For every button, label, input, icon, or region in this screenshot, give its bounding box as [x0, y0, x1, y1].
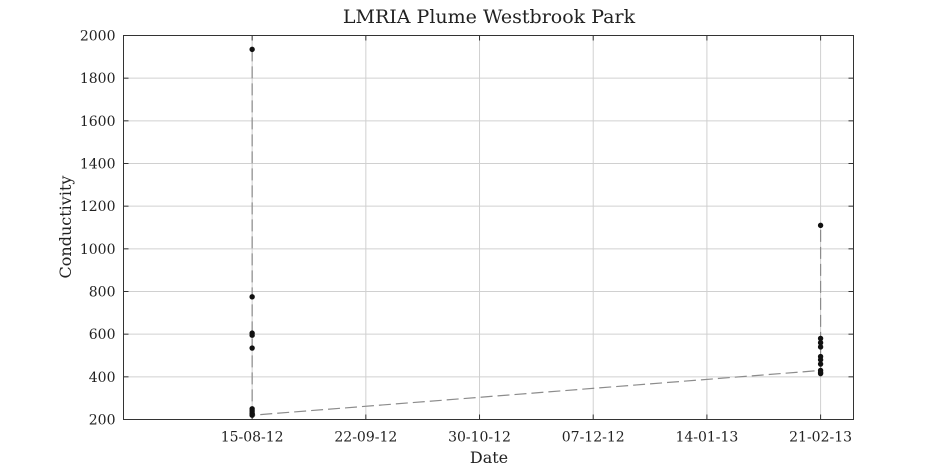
y-tick-label: 400	[89, 370, 116, 386]
x-axis-label: Date	[470, 448, 508, 467]
tick-layer: 200 400 600 800 1000 1200 1400 1600 1800 2000 15-0…	[80, 29, 854, 446]
series-layer	[249, 46, 824, 418]
chart-title: LMRIA Plume Westbrook Park	[343, 6, 636, 28]
x-tick-label: 21-02-13	[789, 430, 852, 446]
data-point	[817, 353, 824, 360]
x-tick-label: 07-12-12	[562, 430, 625, 446]
data-point	[249, 294, 255, 300]
y-tick-label: 1200	[80, 199, 116, 215]
y-axis-label: Conductivity	[56, 176, 75, 279]
data-point	[817, 222, 824, 229]
plot-area-frame	[123, 35, 854, 420]
data-point	[249, 46, 255, 53]
x-tick-label: 30-10-12	[448, 430, 511, 446]
x-tick-label: 14-01-13	[675, 430, 738, 446]
y-tick-label: 1600	[80, 114, 116, 130]
data-point	[817, 369, 824, 376]
y-tick-label: 1000	[80, 242, 116, 258]
data-point	[817, 335, 824, 342]
series-line	[251, 49, 822, 416]
y-tick-label: 1400	[80, 157, 116, 173]
x-tick-label: 15-08-12	[221, 430, 284, 446]
y-tick-label: 200	[89, 413, 116, 429]
y-tick-label: 600	[89, 327, 116, 343]
data-point	[249, 345, 255, 351]
x-tick-label: 22-09-12	[334, 430, 397, 446]
y-tick-label: 800	[89, 285, 116, 301]
y-tick-label: 1800	[80, 71, 116, 87]
y-tick-label: 2000	[80, 29, 116, 45]
grid-layer	[123, 35, 854, 420]
data-point	[249, 412, 255, 418]
data-point	[249, 332, 255, 338]
